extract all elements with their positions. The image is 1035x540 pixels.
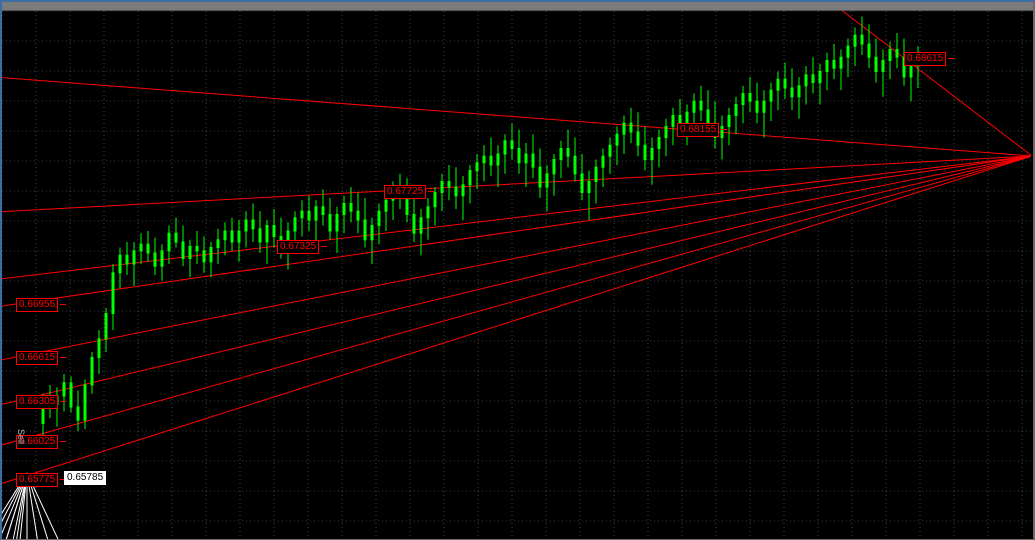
fan-price-label: 0.67325	[277, 240, 319, 254]
chart-window: 0.68615 0.68155 0.67725 0.67325 0.66955 0.666…	[0, 0, 1035, 540]
fan-price-label: 0.66615	[16, 351, 58, 365]
fan-price-label: 0.67725	[384, 185, 426, 199]
fan-price-label: 0.66955	[16, 298, 58, 312]
chart-area[interactable]: 0.68615 0.68155 0.67725 0.67325 0.66955 0.666…	[2, 11, 1033, 539]
fan-price-label: 0.65775	[16, 473, 58, 487]
cursor-price-label: 0.65785	[64, 471, 106, 485]
chart-svg	[2, 11, 1031, 539]
title-bar[interactable]	[2, 2, 1033, 11]
side-label: Sell	[16, 429, 26, 444]
fan-price-label: 0.68155	[677, 123, 719, 137]
fan-price-label: 0.66305	[16, 395, 58, 409]
fan-price-label: 0.68615	[904, 52, 946, 66]
